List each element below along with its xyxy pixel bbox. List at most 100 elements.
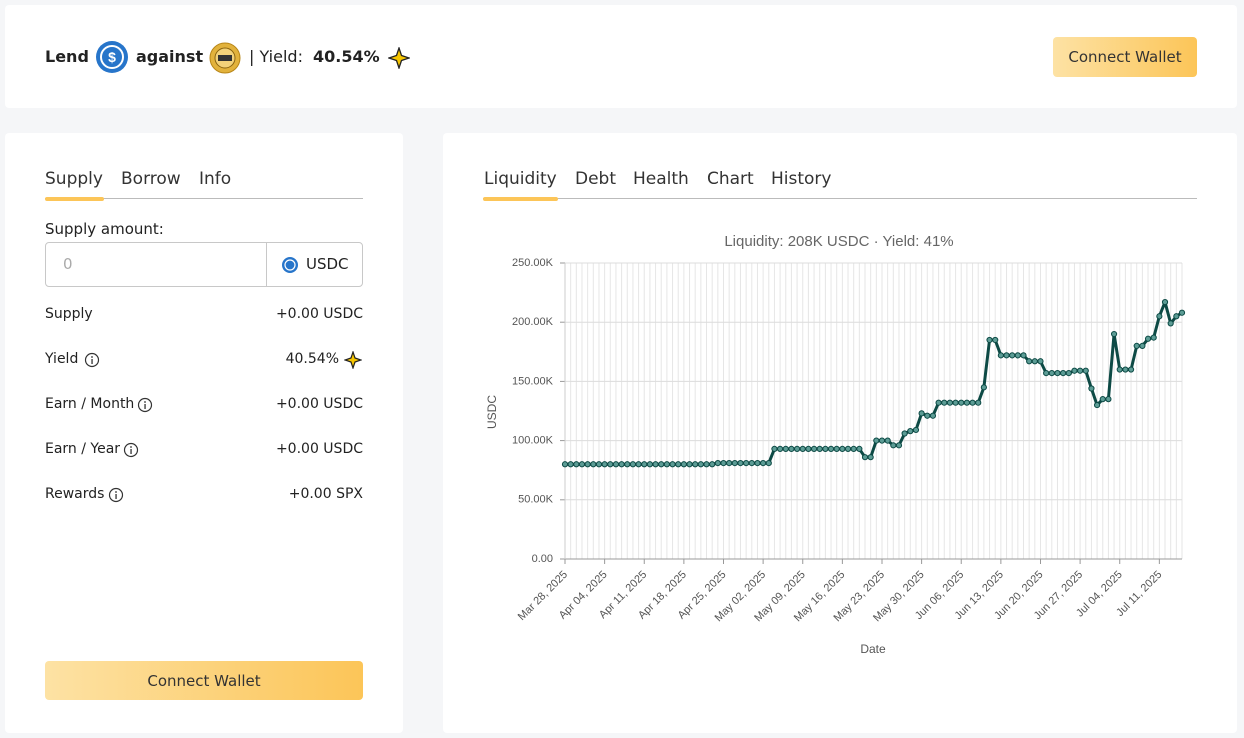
point [867, 454, 874, 461]
point [1048, 370, 1055, 377]
sparkle-icon [344, 351, 362, 369]
point [1071, 367, 1078, 374]
info-icon[interactable] [137, 397, 153, 413]
tab-divider [45, 198, 363, 199]
connect-wallet-button[interactable]: Connect Wallet [45, 661, 363, 700]
point [952, 399, 959, 406]
tab[interactable]: Info [199, 169, 232, 189]
amount-input[interactable] [45, 242, 363, 287]
tab[interactable]: Borrow [121, 169, 181, 189]
input-divider [266, 243, 267, 286]
point [1127, 366, 1135, 373]
point [1150, 334, 1157, 341]
spx-icon [209, 42, 241, 74]
point [1003, 352, 1010, 359]
point [946, 399, 954, 406]
y-tick-label: 0.00 [532, 553, 553, 565]
point [799, 445, 806, 452]
point [1116, 366, 1123, 373]
y-tick-label: 250.00K [512, 257, 554, 269]
point [658, 461, 665, 468]
active-tab-indicator [483, 197, 558, 201]
point [992, 336, 999, 344]
row-value: +0.00 USDC [275, 396, 363, 412]
point [782, 445, 789, 452]
row-value: +0.00 SPX [288, 486, 363, 502]
point [844, 445, 852, 452]
point [561, 461, 569, 468]
point [641, 461, 648, 468]
point [595, 461, 603, 468]
tab[interactable]: Debt [575, 169, 617, 189]
right-card [443, 133, 1237, 733]
point [1014, 352, 1021, 359]
row-value: +0.00 USDC [275, 306, 363, 322]
point [827, 445, 835, 452]
tab[interactable]: Liquidity [484, 169, 557, 189]
point [1133, 342, 1140, 349]
info-icon[interactable] [108, 487, 124, 503]
point [833, 445, 840, 452]
row-label: Yield [45, 351, 79, 367]
yield-value: 40.54% [313, 47, 380, 66]
left-card [5, 133, 403, 733]
point [805, 445, 812, 452]
point [748, 459, 755, 467]
point [567, 461, 574, 468]
point [861, 454, 869, 461]
point [1099, 396, 1106, 403]
point [1173, 313, 1180, 320]
point [607, 461, 614, 468]
yield-label: | Yield: [249, 47, 303, 66]
row-label: Earn / Year [45, 441, 121, 457]
tab[interactable]: Supply [45, 169, 103, 189]
point [692, 461, 699, 468]
point [975, 399, 982, 406]
point [737, 459, 744, 467]
point [1060, 370, 1067, 377]
point [754, 459, 761, 467]
point [612, 461, 620, 468]
y-tick-label: 200.00K [512, 316, 554, 328]
active-tab-indicator [45, 197, 104, 201]
tab[interactable]: History [771, 169, 832, 189]
point [726, 459, 733, 467]
point [675, 461, 682, 468]
point [646, 461, 654, 468]
connect-wallet-button[interactable]: Connect Wallet [1053, 37, 1197, 77]
point [810, 445, 818, 452]
point [703, 461, 710, 468]
point [1167, 320, 1174, 327]
x-axis-label: Date [860, 642, 886, 656]
y-axis-label: USDC [485, 395, 499, 429]
row-label: Supply [45, 306, 93, 322]
point [788, 445, 795, 452]
point [856, 445, 863, 452]
point [1009, 352, 1016, 359]
point [765, 459, 772, 467]
point [760, 459, 767, 467]
tab-divider [483, 198, 1197, 199]
tab[interactable]: Health [633, 169, 689, 189]
point [601, 461, 608, 468]
point [743, 459, 750, 467]
point [918, 410, 925, 417]
chart-title: Liquidity: 208K USDC · Yield: 41% [724, 233, 953, 250]
row-label: Rewards [45, 486, 105, 502]
tab[interactable]: Chart [707, 169, 754, 189]
info-icon[interactable] [84, 352, 100, 368]
point [822, 445, 829, 452]
point [1110, 330, 1118, 338]
y-tick-label: 100.00K [512, 435, 554, 447]
point [1054, 370, 1061, 377]
point [941, 399, 948, 406]
point [839, 445, 846, 452]
point [1077, 367, 1084, 374]
point [1105, 396, 1112, 403]
input-placeholder: 0 [63, 255, 73, 273]
point [635, 461, 642, 468]
point [1144, 335, 1152, 342]
info-icon[interactable] [123, 442, 139, 458]
point [618, 461, 625, 468]
point [578, 461, 586, 468]
